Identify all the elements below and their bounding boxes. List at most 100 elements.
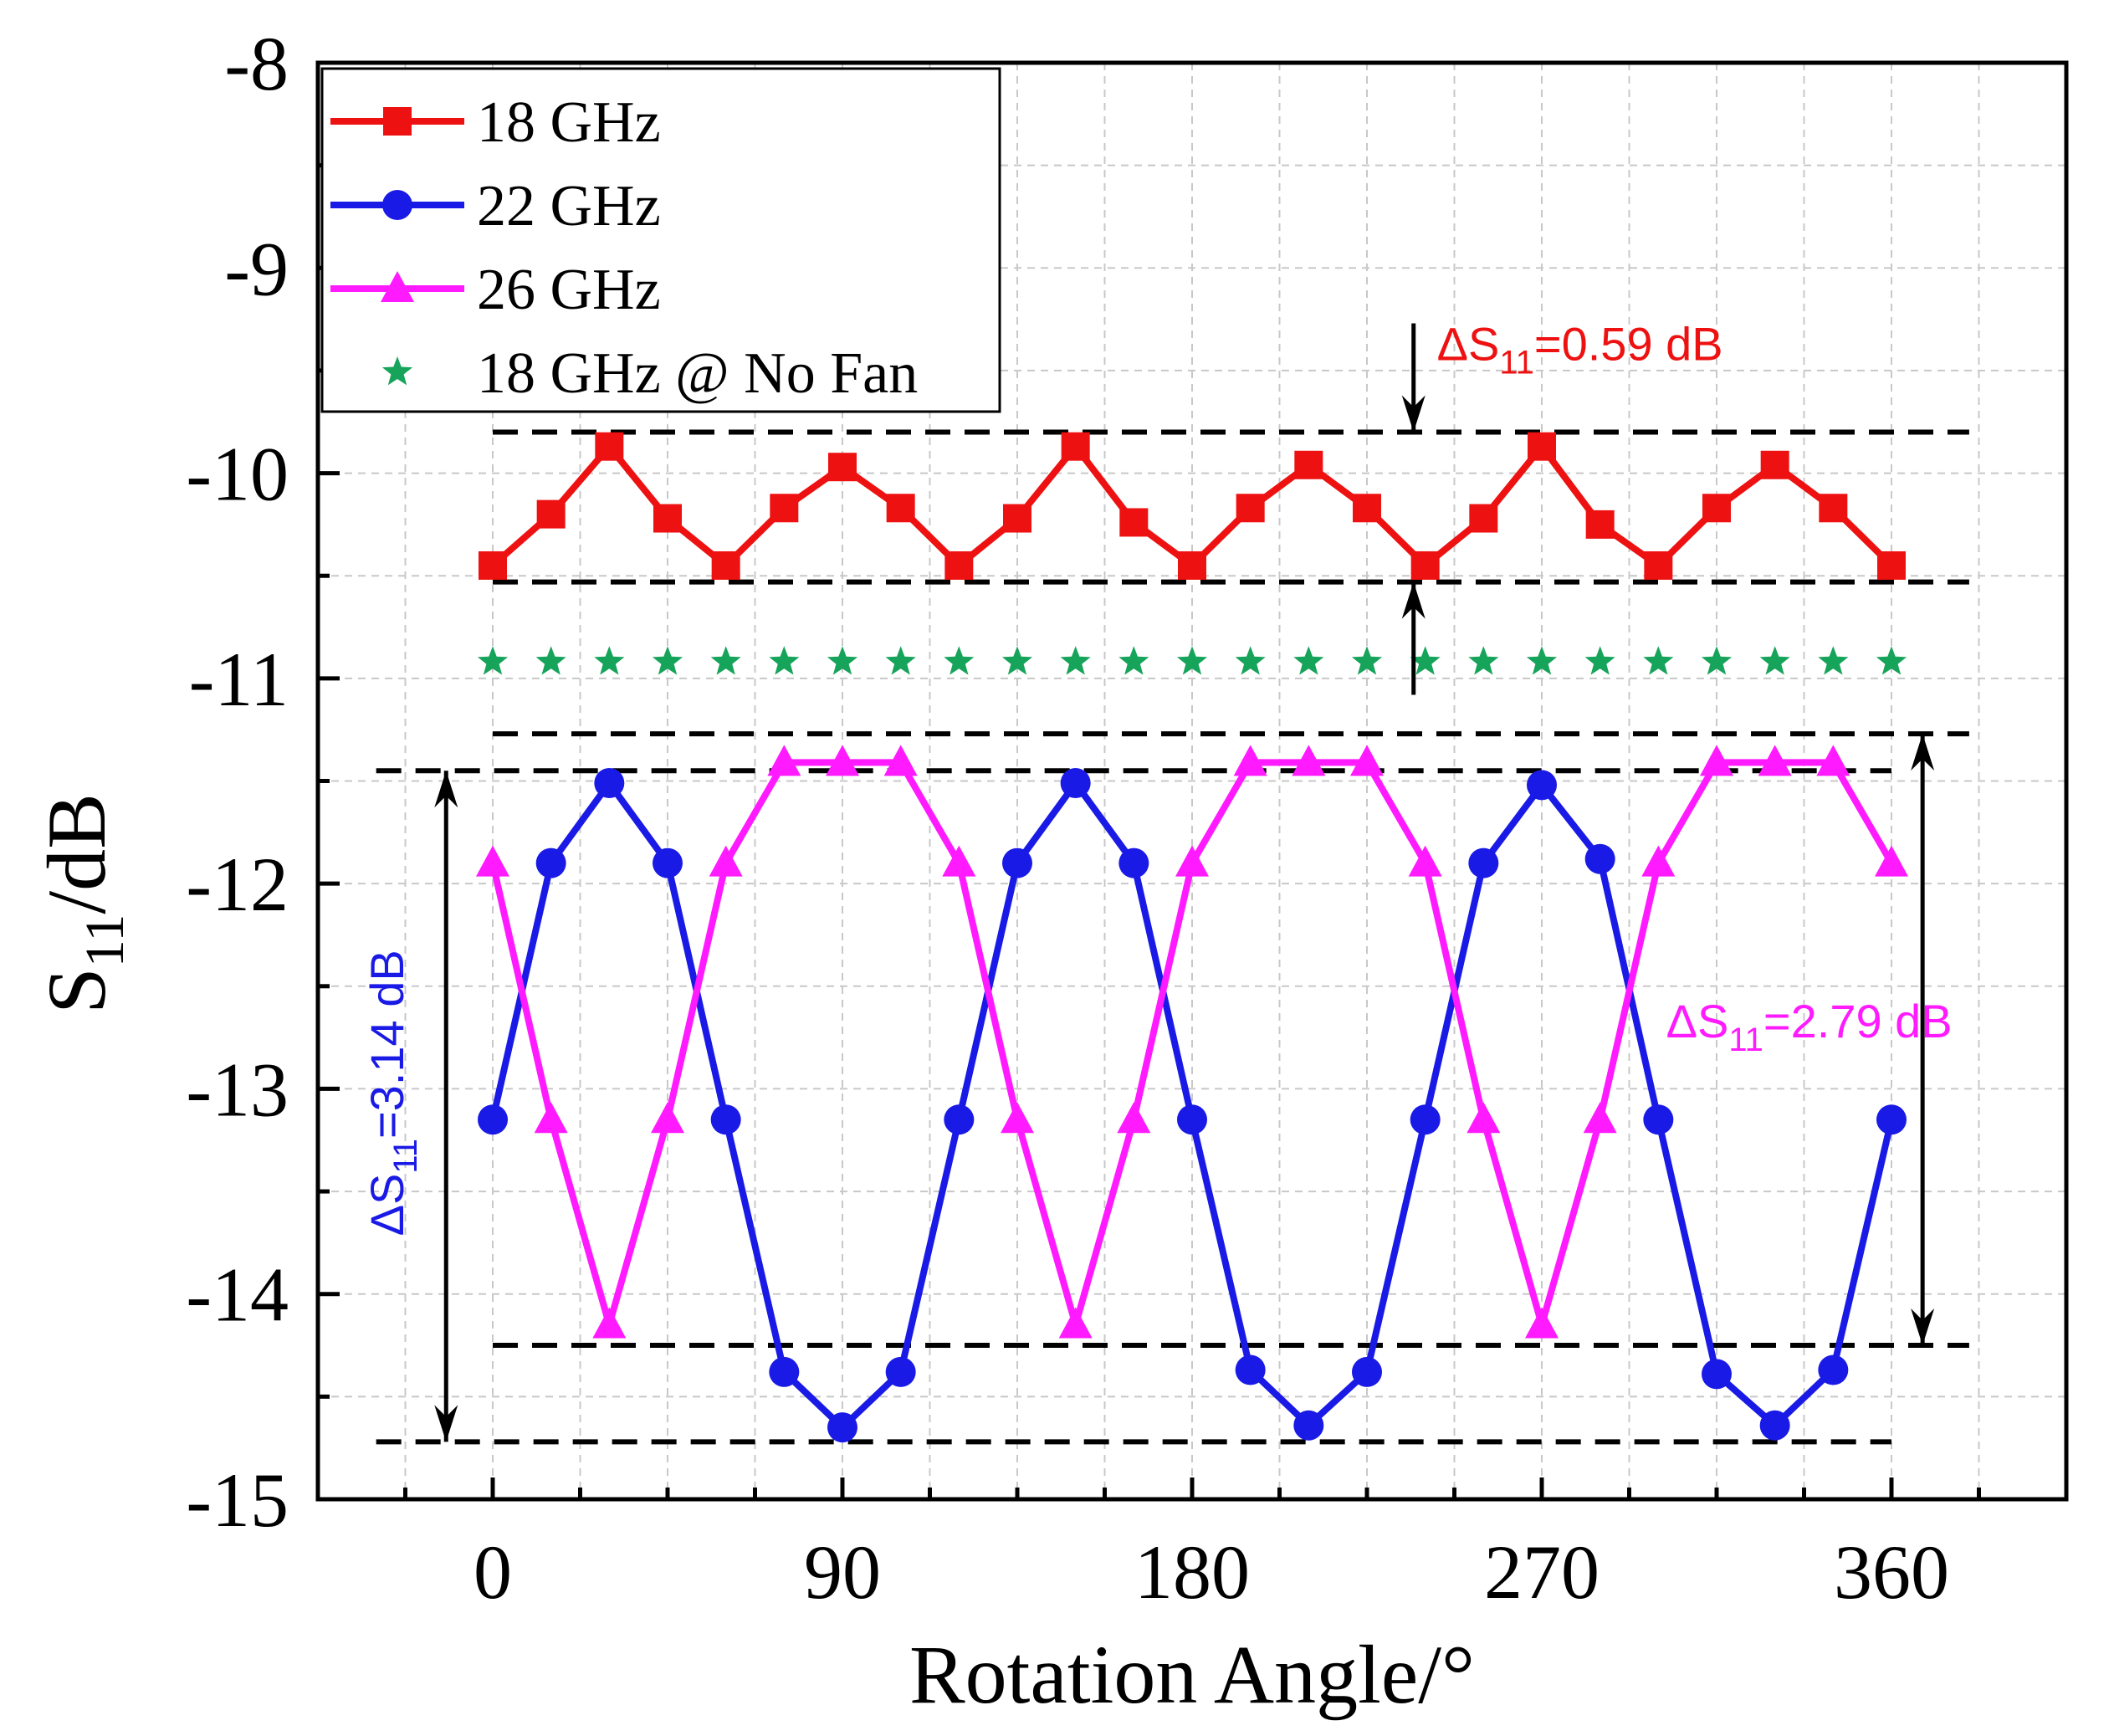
annotation-main: ΔS: [1666, 995, 1729, 1047]
data-point: [944, 646, 975, 675]
y-tick-label: -10: [186, 432, 289, 517]
data-point: [1293, 1410, 1324, 1441]
legend-marker: [381, 271, 414, 302]
data-point: [1468, 646, 1499, 675]
data-point: [710, 1104, 741, 1135]
delta-s11-annotation: ΔS11=3.14 dB: [361, 771, 458, 1442]
data-point: [1468, 848, 1499, 878]
axis-ticks: [318, 163, 1981, 1499]
data-point: [1235, 1354, 1266, 1385]
data-point: [1350, 745, 1384, 776]
data-point: [592, 1307, 627, 1339]
data-point: [1119, 508, 1149, 537]
series-26-ghz: [476, 745, 1908, 1339]
data-point: [1003, 504, 1031, 533]
y-tick-label: -14: [186, 1252, 289, 1338]
data-point: [1466, 1102, 1501, 1134]
arrow-head-up: [1401, 581, 1426, 619]
data-point: [1001, 1102, 1034, 1134]
annotation-main: ΔS: [361, 1174, 413, 1237]
data-point: [1410, 551, 1440, 580]
data-point: [1118, 646, 1149, 675]
series-18-ghz: [479, 432, 1906, 580]
legend: 18 GHz 22 GHz 26 GHz 18 GHz @ No Fan: [320, 67, 1001, 413]
data-point: [652, 646, 683, 675]
annotation-value: =3.14 dB: [361, 950, 413, 1139]
data-point: [944, 551, 974, 580]
y-tick-label: -8: [224, 21, 289, 106]
data-point: [1583, 1102, 1617, 1134]
data-point: [1816, 745, 1850, 776]
data-point: [1469, 504, 1498, 533]
series-18-ghz-no-fan: [477, 646, 1907, 675]
legend-label: 26 GHz: [477, 258, 661, 322]
data-point: [1525, 1307, 1559, 1339]
data-point: [477, 646, 509, 675]
svg-text:S11/dB: S11/dB: [30, 793, 136, 1014]
x-tick-label: 0: [473, 1529, 512, 1615]
data-point: [1819, 494, 1848, 523]
arrow-head-up: [434, 771, 458, 808]
data-point: [651, 1102, 684, 1134]
data-point: [1818, 1354, 1849, 1385]
y-axis-label-sub: 11: [74, 914, 136, 968]
annotation-label: ΔS11=0.59 dB: [1437, 318, 1723, 382]
data-point: [709, 845, 743, 877]
data-point: [1584, 646, 1615, 675]
data-point: [1408, 845, 1442, 877]
y-axis-title: S11/dB: [30, 793, 136, 1014]
data-point: [1760, 450, 1789, 479]
data-point: [1293, 646, 1324, 675]
data-point: [1644, 551, 1673, 580]
legend-marker: [383, 107, 412, 136]
data-point: [1526, 646, 1558, 675]
data-point: [1117, 1102, 1151, 1134]
data-point: [1294, 450, 1323, 479]
x-axis-title: Rotation Angle/°: [909, 1628, 1475, 1721]
data-point: [1002, 848, 1032, 878]
annotation-subscript: 11: [387, 1139, 424, 1174]
x-axis-label: Rotation Angle/°: [909, 1628, 1475, 1721]
data-point: [1643, 646, 1674, 675]
data-point: [653, 848, 683, 878]
data-point: [826, 745, 859, 776]
data-point: [770, 494, 799, 523]
data-point: [653, 504, 682, 533]
data-point: [1876, 1104, 1907, 1135]
data-point: [1353, 494, 1381, 523]
data-point: [1175, 845, 1209, 877]
data-point: [711, 551, 740, 580]
x-tick-label: 270: [1484, 1529, 1600, 1615]
data-point: [1759, 646, 1790, 675]
data-point: [1584, 843, 1615, 874]
data-point: [1351, 646, 1383, 675]
data-point: [479, 551, 507, 580]
data-point: [535, 848, 566, 878]
data-point: [1528, 432, 1556, 461]
data-point: [1700, 745, 1733, 776]
arrow-head-down: [1911, 1308, 1935, 1346]
data-point: [536, 499, 566, 529]
data-point: [1876, 646, 1907, 675]
data-point: [1177, 1104, 1207, 1135]
data-point: [710, 646, 741, 675]
data-point: [1060, 646, 1091, 675]
data-point: [1176, 646, 1208, 675]
data-point: [1585, 510, 1615, 539]
data-point: [1060, 767, 1091, 798]
data-point: [827, 1412, 857, 1443]
data-point: [535, 646, 566, 675]
reference-lines: [376, 429, 1969, 1445]
data-point: [594, 646, 625, 675]
legend-label: 18 GHz @ No Fan: [477, 341, 918, 406]
y-tick-label: -12: [186, 842, 289, 927]
data-point: [1118, 848, 1149, 878]
annotation-label-group: ΔS11=3.14 dB: [361, 950, 424, 1236]
data-point: [1058, 1307, 1093, 1339]
data-point: [827, 646, 858, 675]
annotation-label: ΔS11=2.79 dB: [1666, 995, 1953, 1058]
y-axis-label-main: S: [30, 967, 123, 1014]
annotation-value: =0.59 dB: [1534, 318, 1723, 371]
